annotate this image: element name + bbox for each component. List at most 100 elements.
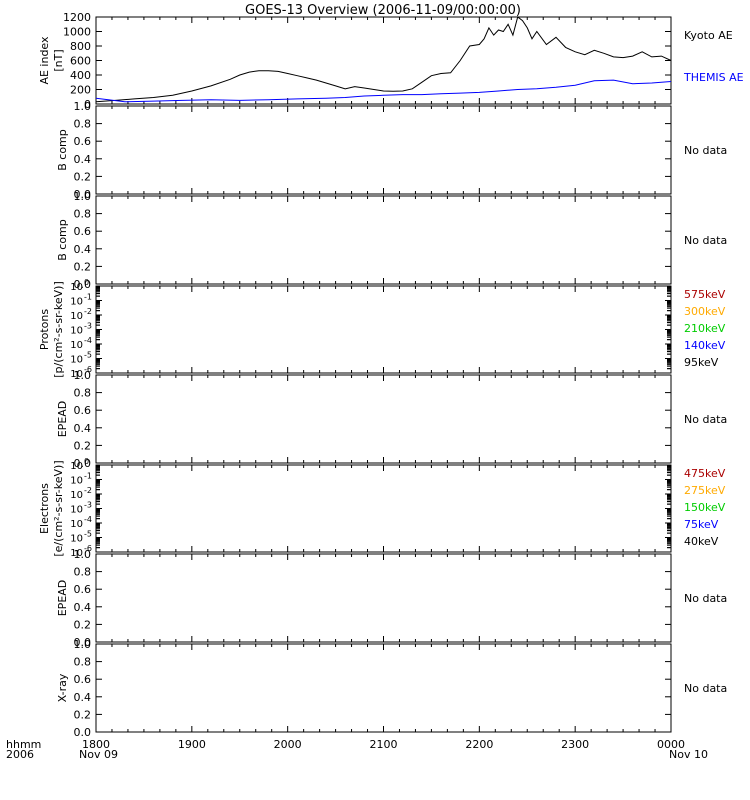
y-tick-exponent: -6 <box>84 365 92 374</box>
y-tick-exponent: -4 <box>84 515 92 524</box>
panel-frame <box>95 195 672 285</box>
x-tick-label: 0000 <box>657 738 685 751</box>
y-tick-label: 10 <box>70 282 83 293</box>
legend-entry: 475keV <box>684 467 726 480</box>
y-tick-label: 0.2 <box>74 170 92 183</box>
y-tick-exponent: -3 <box>84 322 92 331</box>
y-tick-label: 0.8 <box>74 118 92 131</box>
panel-3: B comp 0.0 0.2 0.4 0.6 0.8 1.0 No data <box>56 190 727 291</box>
figure-title: GOES-13 Overview (2006-11-09/00:00:00) <box>245 3 521 18</box>
y-tick-exponent: -3 <box>84 501 92 510</box>
legend-entry: 575keV <box>684 288 726 301</box>
no-data-note: No data <box>684 413 727 426</box>
legend-entry: 275keV <box>684 484 726 497</box>
y-tick-label: 10 <box>70 297 83 308</box>
no-data-note: No data <box>684 144 727 157</box>
y-tick-label: 0.2 <box>74 260 92 273</box>
y-tick-exponent: -5 <box>84 351 92 360</box>
x-tick-label: 2000 <box>274 738 302 751</box>
legend-entry: 40keV <box>684 535 719 548</box>
y-tick-label: 10 <box>70 534 83 545</box>
panel-2: B comp 0.0 0.2 0.4 0.6 0.8 1.0 No data <box>56 100 727 201</box>
y-axis-label: B comp <box>56 129 69 171</box>
panel-frame <box>95 285 672 374</box>
panel-frame <box>95 643 672 733</box>
y-tick-exponent: -1 <box>84 293 92 302</box>
panel-frame <box>95 374 672 464</box>
time-axis: hhmm 2006 Nov 09 Nov 10 1800 1900 2000 2100… <box>6 738 708 761</box>
y-tick-label: 0.8 <box>74 387 92 400</box>
legend-entry: 300keV <box>684 305 726 318</box>
x-axis-date-start: Nov 09 <box>79 748 118 761</box>
y-tick-label: 0.2 <box>74 439 92 452</box>
y-tick-label: 10 <box>70 355 83 366</box>
y-tick-exponent: 0 <box>84 278 89 287</box>
x-tick-label: 2300 <box>561 738 589 751</box>
y-tick-label: 0.6 <box>74 135 92 148</box>
y-tick-exponent: -5 <box>84 530 92 539</box>
y-tick-label: 0.4 <box>74 691 92 704</box>
y-axis-label: [e/(cm²-s-sr-keV)] <box>52 460 65 556</box>
y-tick-label: 0.6 <box>74 404 92 417</box>
x-tick-label: 1800 <box>82 738 110 751</box>
y-tick-exponent: -6 <box>84 544 92 553</box>
y-axis-label: Electrons <box>38 483 51 534</box>
y-tick-label: 10 <box>70 311 83 322</box>
y-tick-label: 0.8 <box>74 208 92 221</box>
y-tick-label: 1.0 <box>74 369 92 382</box>
no-data-note: No data <box>684 234 727 247</box>
panel-7: EPEAD 0.0 0.2 0.4 0.6 0.8 1.0 No data <box>56 548 727 649</box>
no-data-note: No data <box>684 592 727 605</box>
y-tick-label: 1000 <box>63 26 91 39</box>
y-tick-label: 200 <box>70 84 91 97</box>
legend-entry: 210keV <box>684 322 726 335</box>
y-tick-label: 0.0 <box>74 636 92 649</box>
y-axis-label: Protons <box>38 309 51 350</box>
panel-frame <box>95 105 672 195</box>
y-tick-label: 1.0 <box>74 638 92 651</box>
y-tick-label: 0.4 <box>74 243 92 256</box>
y-tick-label: 1.0 <box>74 190 92 203</box>
y-tick-exponent: -2 <box>84 486 92 495</box>
y-tick-label: 0.4 <box>74 422 92 435</box>
y-axis-label: EPEAD <box>56 401 69 438</box>
y-tick-exponent: -1 <box>84 472 92 481</box>
x-tick-label: 2200 <box>465 738 493 751</box>
y-tick-label: 0.0 <box>74 457 92 470</box>
legend-entry: 95keV <box>684 356 719 369</box>
legend-entry: Kyoto AE <box>684 29 733 42</box>
y-tick-label: 10 <box>70 519 83 530</box>
y-tick-label: 0.8 <box>74 656 92 669</box>
y-tick-label: 0.6 <box>74 225 92 238</box>
y-tick-label: 0.0 <box>74 188 92 201</box>
y-tick-label: 600 <box>70 55 91 68</box>
y-tick-label: 10 <box>70 490 83 501</box>
y-axis-label: EPEAD <box>56 580 69 617</box>
y-tick-label: 800 <box>70 40 91 53</box>
y-tick-label: 10 <box>70 369 83 380</box>
series-line-1 <box>95 16 672 103</box>
legend-entry: 150keV <box>684 501 726 514</box>
x-axis-label-hhmm: hhmm <box>6 738 41 751</box>
y-tick-label: 0 <box>84 98 91 111</box>
y-axis-label: [nT] <box>52 49 65 71</box>
y-tick-label: 10 <box>70 326 83 337</box>
y-tick-exponent: -4 <box>84 336 92 345</box>
y-axis-label: X-ray <box>56 673 69 702</box>
x-axis-label-year: 2006 <box>6 748 34 761</box>
x-tick-label: 2100 <box>370 738 398 751</box>
y-tick-label: 10 <box>70 476 83 487</box>
y-axis-label: [p/(cm²-s-sr-keV)] <box>52 281 65 378</box>
y-tick-label: 400 <box>70 69 91 82</box>
y-axis-label: B comp <box>56 219 69 261</box>
y-tick-label: 0.6 <box>74 673 92 686</box>
panel-5: EPEAD 0.0 0.2 0.4 0.6 0.8 1.0 No data <box>56 369 727 470</box>
x-tick-label: 1900 <box>178 738 206 751</box>
panel-frame <box>95 553 672 643</box>
y-tick-exponent: -2 <box>84 307 92 316</box>
